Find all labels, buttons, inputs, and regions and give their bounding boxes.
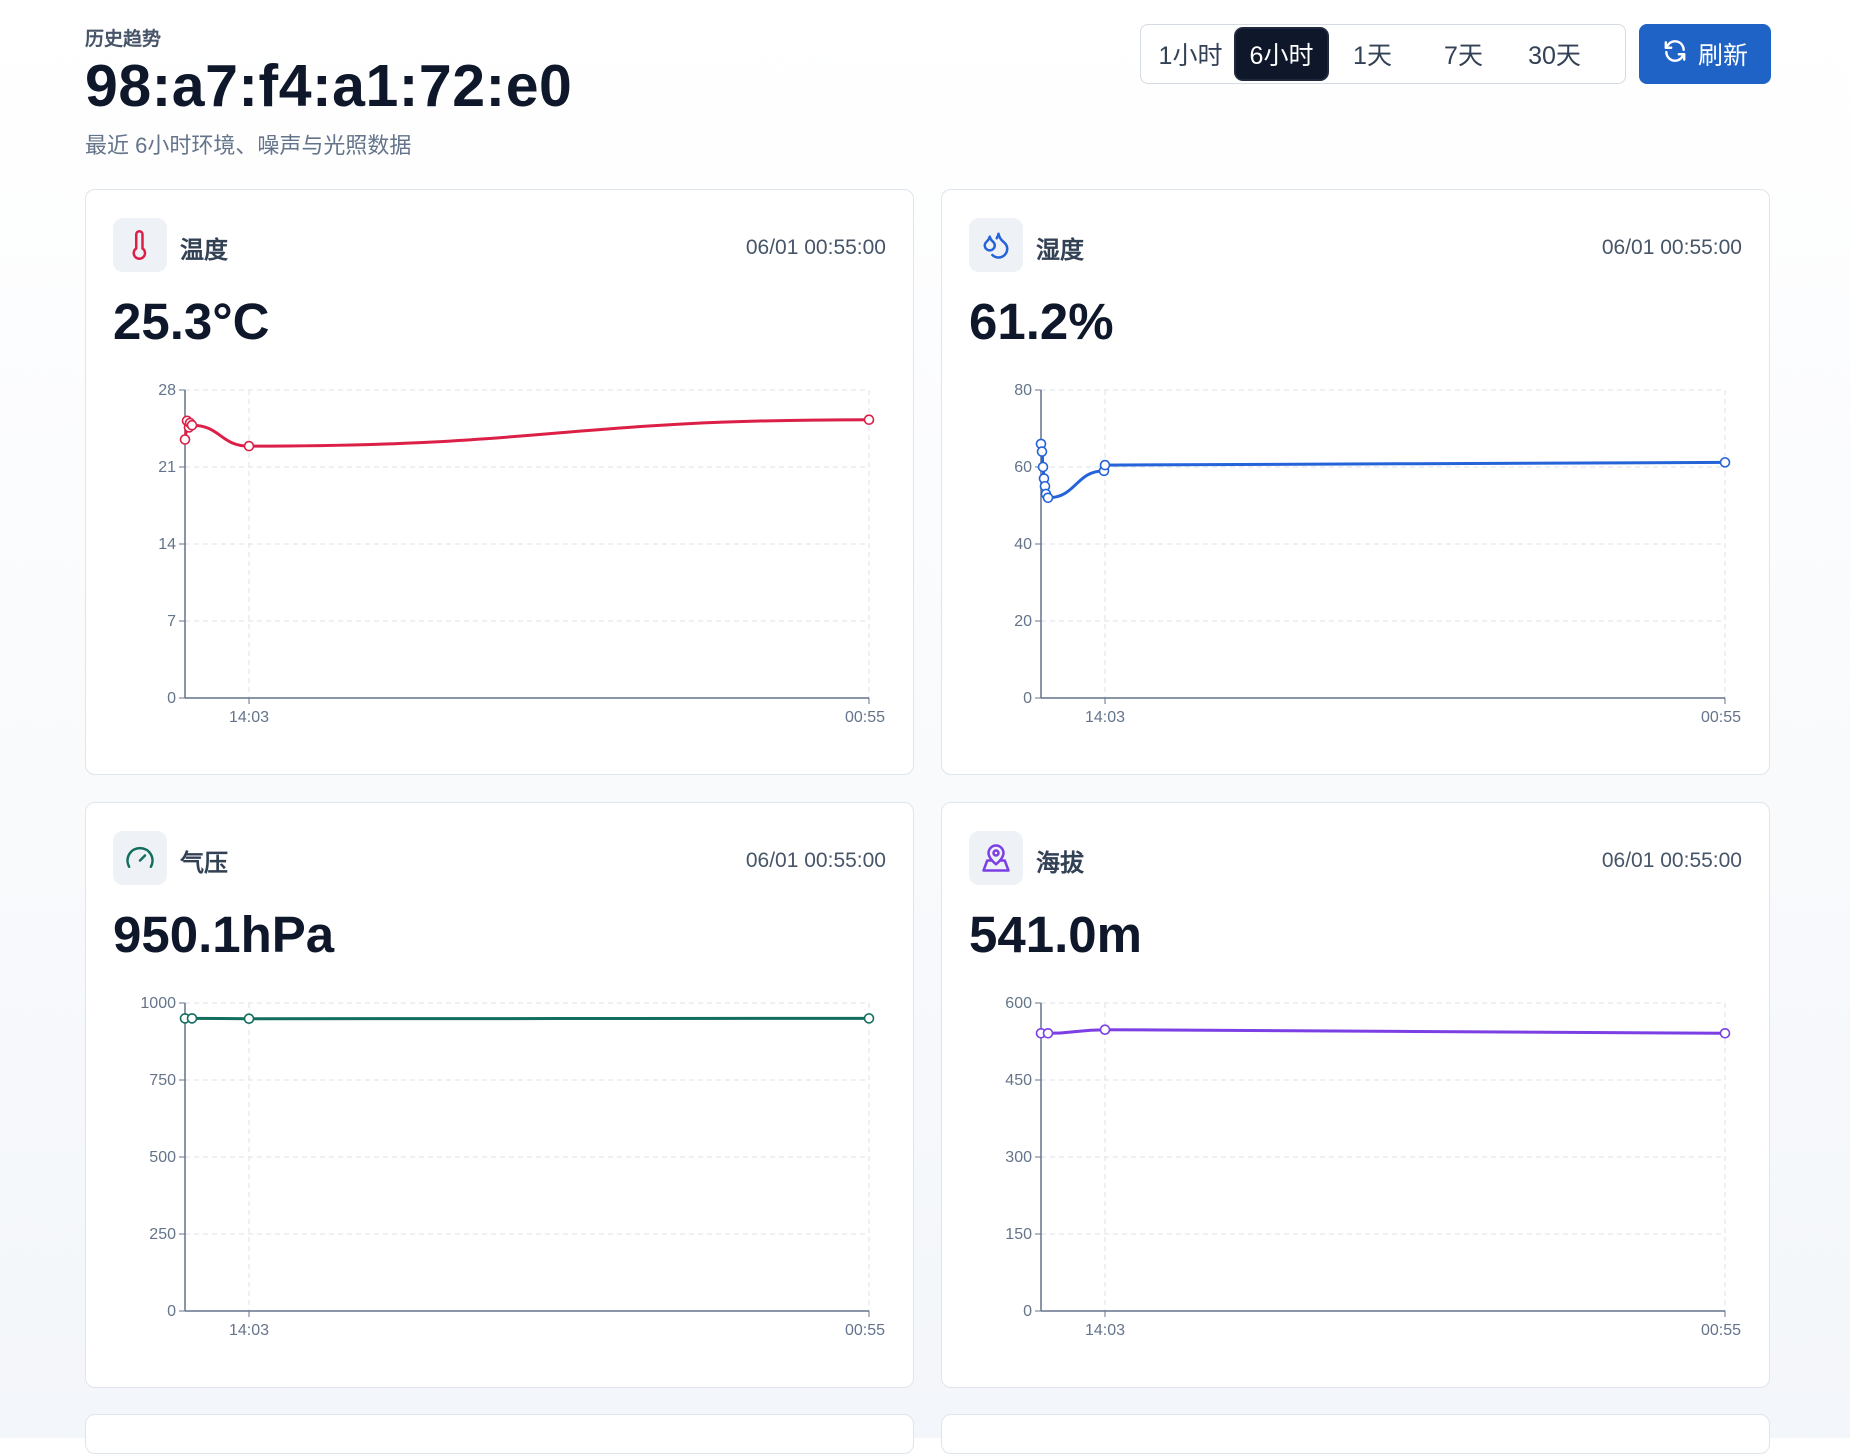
range-1d-button[interactable]: 1天: [1327, 29, 1418, 79]
refresh-label: 刷新: [1698, 36, 1748, 72]
y-tick-label: 0: [1023, 1303, 1032, 1320]
next-card: [941, 1414, 1770, 1454]
x-tick-label: 14:03: [229, 709, 269, 726]
y-tick-label: 80: [1014, 382, 1032, 399]
y-tick-label: 150: [1005, 1226, 1032, 1243]
y-tick-label: 300: [1005, 1149, 1032, 1166]
series-line: [1041, 1030, 1725, 1034]
time-range-selector: 1小时 6小时 1天 7天 30天: [1140, 24, 1626, 84]
x-tick-label: 14:03: [1085, 1322, 1125, 1339]
y-tick-label: 750: [149, 1072, 176, 1089]
data-point: [245, 1014, 254, 1023]
data-point: [1044, 1029, 1053, 1038]
refresh-icon: [1662, 38, 1688, 71]
data-point: [245, 442, 254, 451]
x-tick-label: 00:55: [1701, 709, 1741, 726]
data-point: [865, 1014, 874, 1023]
range-1h-button[interactable]: 1小时: [1145, 29, 1236, 79]
y-tick-label: 600: [1005, 995, 1032, 1012]
data-point: [1721, 458, 1730, 467]
y-tick-label: 0: [1023, 690, 1032, 707]
y-tick-label: 0: [167, 690, 176, 707]
x-tick-label: 00:55: [1701, 1322, 1741, 1339]
range-30d-button[interactable]: 30天: [1509, 29, 1600, 79]
x-tick-label: 00:55: [845, 709, 885, 726]
range-7d-button[interactable]: 7天: [1418, 29, 1509, 79]
y-tick-label: 1000: [140, 995, 176, 1012]
data-point: [1039, 463, 1048, 472]
y-tick-label: 250: [149, 1226, 176, 1243]
page-kicker: 历史趋势: [85, 24, 161, 51]
altitude-chart: 0 150 300 450 600 14:03 00:55: [942, 803, 1771, 1389]
data-point: [181, 435, 190, 444]
temperature-chart: 0 7 14 21 28 14:03 00:55: [86, 190, 915, 776]
x-tick-label: 14:03: [1085, 709, 1125, 726]
y-tick-label: 21: [158, 459, 176, 476]
y-tick-label: 450: [1005, 1072, 1032, 1089]
next-card: [85, 1414, 914, 1454]
y-tick-label: 60: [1014, 459, 1032, 476]
series-line: [185, 420, 869, 446]
y-tick-label: 7: [167, 613, 176, 630]
data-point: [188, 421, 197, 430]
x-tick-label: 00:55: [845, 1322, 885, 1339]
y-tick-label: 28: [158, 382, 176, 399]
data-point: [1038, 447, 1047, 456]
humidity-chart: 0 20 40 60 80 14:03 00:55: [942, 190, 1771, 776]
data-point: [1101, 461, 1110, 470]
data-point: [865, 415, 874, 424]
data-point: [1721, 1029, 1730, 1038]
page-header: 历史趋势 98:a7:f4:a1:72:e0 最近 6小时环境、噪声与光照数据 …: [85, 0, 1771, 170]
page-subtitle: 最近 6小时环境、噪声与光照数据: [85, 128, 411, 160]
y-tick-label: 0: [167, 1303, 176, 1320]
refresh-button[interactable]: 刷新: [1639, 24, 1771, 84]
data-point: [1044, 493, 1053, 502]
data-point: [188, 1014, 197, 1023]
y-tick-label: 14: [158, 536, 176, 553]
series-line: [1041, 444, 1725, 498]
y-tick-label: 500: [149, 1149, 176, 1166]
pressure-chart: 0 250 500 750 1000 14:03 00:55: [86, 803, 915, 1389]
device-title: 98:a7:f4:a1:72:e0: [85, 52, 572, 120]
x-tick-label: 14:03: [229, 1322, 269, 1339]
range-6h-button[interactable]: 6小时: [1236, 29, 1327, 79]
y-tick-label: 40: [1014, 536, 1032, 553]
y-tick-label: 20: [1014, 613, 1032, 630]
data-point: [1101, 1025, 1110, 1034]
